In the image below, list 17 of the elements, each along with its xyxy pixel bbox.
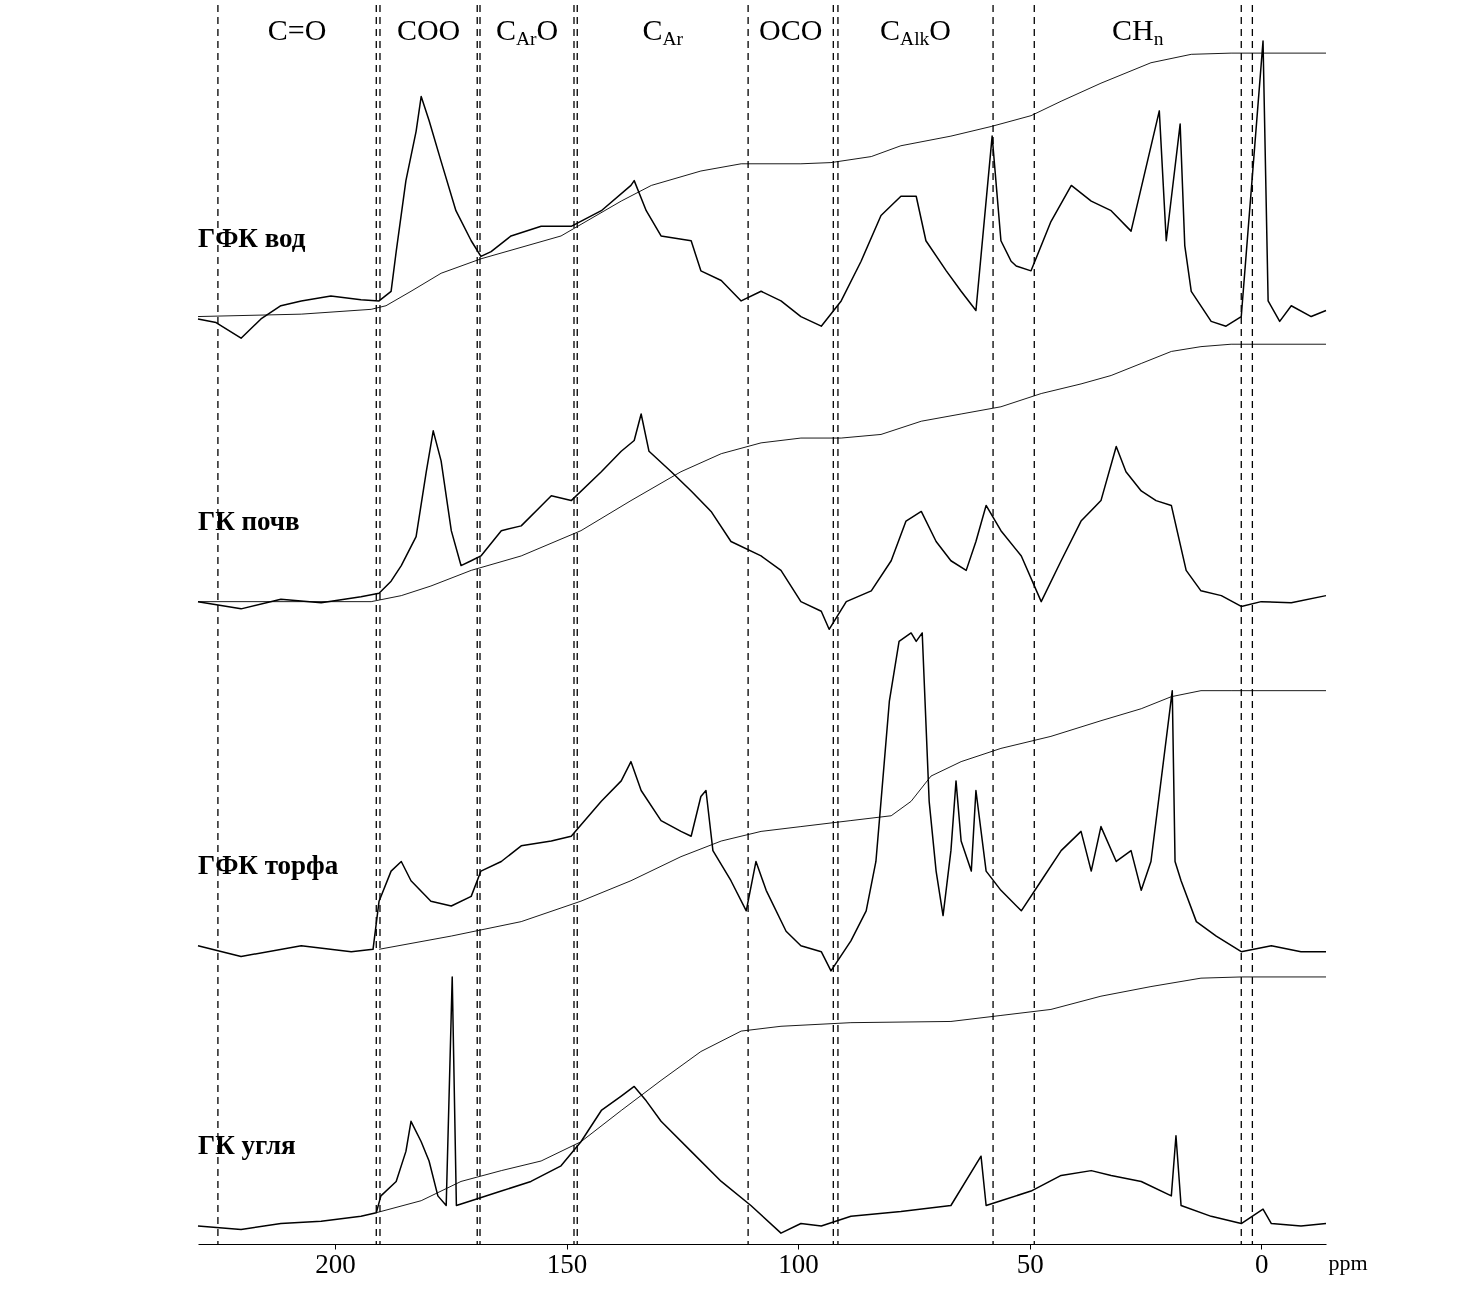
text: ГК почв — [198, 505, 300, 536]
annotation: C=O — [267, 13, 327, 47]
annotation: COO — [396, 13, 461, 47]
series-label: ГФК торфа — [198, 849, 339, 880]
annotation: OCO — [759, 13, 823, 47]
x-tick-label: 200 — [315, 1248, 356, 1279]
text: ГК угля — [198, 1129, 296, 1160]
annotation: C$_{Ar}$ — [642, 13, 684, 50]
series-label: ГФК вод — [198, 222, 306, 253]
x-tick-label: 50 — [1016, 1248, 1044, 1279]
x-axis-title: ppm — [1328, 1249, 1368, 1275]
annotation: C$_{Alk}$O — [880, 13, 951, 50]
annotation: C$_{Ar}$O — [495, 13, 559, 50]
x-tick-label: 100 — [778, 1248, 819, 1279]
x-tick-label: 150 — [546, 1248, 588, 1279]
annotation: CH$_{n}$ — [1112, 13, 1164, 50]
x-tick-label: 0 — [1254, 1248, 1269, 1279]
